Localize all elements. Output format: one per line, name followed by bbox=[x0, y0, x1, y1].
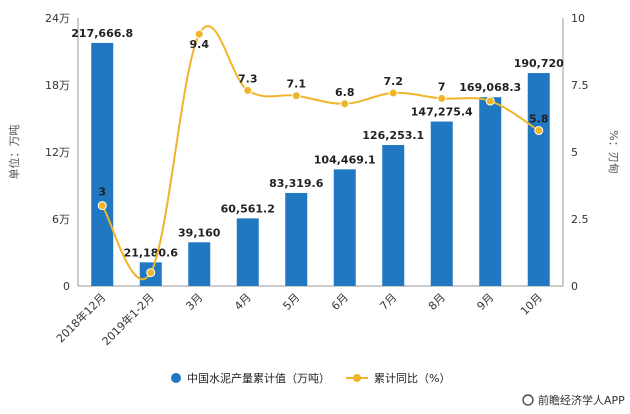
y-right-tick-label: 2.5 bbox=[571, 213, 589, 226]
line-point bbox=[243, 85, 253, 95]
line-point bbox=[340, 99, 350, 109]
bar bbox=[527, 73, 550, 287]
line-value-label: 6.8 bbox=[335, 86, 355, 99]
source-text: 前瞻经济学人APP bbox=[538, 393, 625, 407]
y-left-tick-label: 6万 bbox=[52, 213, 70, 226]
bar bbox=[382, 145, 405, 286]
line-point bbox=[97, 201, 107, 211]
y-left-ticks: 0 6万 12万 18万 24万 bbox=[45, 12, 70, 293]
left-axis-title: 单位：万吨 bbox=[7, 125, 21, 180]
x-tick-label: 3月 bbox=[183, 291, 205, 313]
source-credit: 前瞻经济学人APP bbox=[522, 393, 625, 407]
bar bbox=[236, 218, 259, 286]
bar bbox=[479, 97, 502, 286]
bar-value-label: 39,160 bbox=[178, 226, 221, 239]
x-tick-label: 4月 bbox=[232, 291, 254, 313]
y-left-tick-label: 0 bbox=[63, 280, 70, 293]
legend: 中国水泥产量累计值（万吨） 累计同比（%） bbox=[171, 371, 450, 385]
line-point bbox=[437, 93, 447, 103]
legend-bar-label: 中国水泥产量累计值（万吨） bbox=[187, 371, 330, 385]
bar-series bbox=[91, 42, 550, 287]
y-right-tick-label: 7.5 bbox=[571, 79, 589, 92]
y-left-tick-label: 18万 bbox=[45, 79, 70, 92]
bar-value-label: 60,561.2 bbox=[221, 202, 275, 215]
x-tick-label: 7月 bbox=[377, 291, 399, 313]
bar-value-label: 147,275.4 bbox=[411, 106, 473, 119]
x-tick-label: 10月 bbox=[518, 291, 545, 318]
y-right-ticks: 0 2.5 5 7.5 10 bbox=[571, 12, 589, 293]
line-point bbox=[485, 96, 495, 106]
x-tick-label: 2019年1-2月 bbox=[99, 290, 157, 348]
line-value-label: 7.1 bbox=[287, 78, 307, 91]
y-right-label: %：刃甸 bbox=[607, 130, 620, 173]
x-tick-label: 5月 bbox=[280, 291, 302, 313]
bar-value-label: 217,666.8 bbox=[71, 27, 133, 40]
x-tick-label: 9月 bbox=[474, 291, 496, 313]
line-point bbox=[534, 126, 544, 136]
line-point bbox=[146, 268, 156, 278]
line-value-label: 7 bbox=[438, 80, 446, 93]
source-logo-icon bbox=[522, 394, 534, 406]
bar-value-label: 190,720 bbox=[514, 57, 564, 70]
bar-value-label: 104,469.1 bbox=[314, 153, 376, 166]
bar-value-label: 169,068.3 bbox=[459, 81, 521, 94]
line-value-label: 9.4 bbox=[190, 38, 210, 51]
line-point bbox=[194, 29, 204, 39]
bar bbox=[285, 192, 308, 286]
line-value-label: 3 bbox=[98, 186, 106, 199]
line-point bbox=[388, 88, 398, 98]
bar-value-label: 126,253.1 bbox=[362, 129, 424, 142]
legend-line-marker bbox=[353, 374, 361, 382]
y-right-tick-label: 0 bbox=[571, 280, 578, 293]
line-value-label: 5.8 bbox=[529, 113, 549, 126]
x-tick-label: 8月 bbox=[426, 291, 448, 313]
line-value-label: 7.3 bbox=[238, 72, 258, 85]
line-data-labels: 3 9.4 7.3 7.1 6.8 7.2 7 5.8 bbox=[98, 38, 548, 199]
bar-value-label: 83,319.6 bbox=[269, 177, 324, 190]
line-series bbox=[97, 25, 544, 281]
line-point bbox=[291, 91, 301, 101]
line-path bbox=[101, 25, 540, 281]
legend-line-label: 累计同比（%） bbox=[374, 372, 450, 385]
bar bbox=[430, 121, 453, 286]
bar bbox=[333, 169, 356, 286]
y-left-tick-label: 24万 bbox=[45, 12, 70, 25]
right-axis-title: %：刃甸 bbox=[607, 130, 620, 173]
bar-value-label: 21,180.6 bbox=[124, 246, 179, 259]
y-right-tick-label: 10 bbox=[571, 12, 585, 25]
x-tick-label: 2018年12月 bbox=[53, 290, 108, 345]
bar bbox=[91, 42, 114, 287]
y-left-label: 单位：万吨 bbox=[7, 125, 21, 180]
y-right-tick-label: 5 bbox=[571, 146, 578, 159]
line-value-label: 7.2 bbox=[384, 75, 404, 88]
legend-bar-marker bbox=[171, 373, 181, 383]
x-tick-label: 6月 bbox=[329, 291, 351, 313]
bar bbox=[188, 242, 211, 286]
y-left-tick-label: 12万 bbox=[45, 146, 70, 159]
